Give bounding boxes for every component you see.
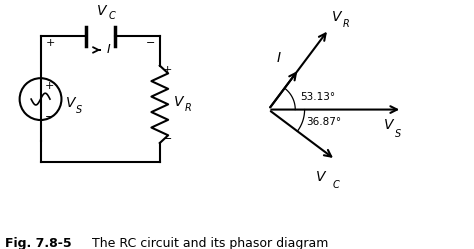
Text: $V$: $V$ — [64, 96, 77, 110]
Text: $I$: $I$ — [276, 51, 282, 65]
Text: $C$: $C$ — [109, 9, 117, 21]
Text: Fig. 7.8-5: Fig. 7.8-5 — [5, 237, 72, 249]
Text: 53.13°: 53.13° — [301, 92, 336, 102]
Text: $C$: $C$ — [332, 178, 341, 190]
Text: $R$: $R$ — [184, 102, 191, 114]
Text: $V$: $V$ — [173, 95, 186, 109]
Text: −: − — [163, 134, 172, 144]
Text: −: − — [45, 112, 54, 122]
Text: $I$: $I$ — [107, 43, 112, 56]
Text: −: − — [146, 38, 155, 49]
Text: $V$: $V$ — [96, 3, 109, 17]
Text: $V$: $V$ — [473, 166, 474, 180]
Text: 36.87°: 36.87° — [306, 117, 341, 127]
Text: The RC circuit and its phasor diagram: The RC circuit and its phasor diagram — [92, 237, 329, 249]
Text: $S$: $S$ — [394, 127, 402, 139]
Text: $V$: $V$ — [383, 118, 396, 131]
Text: $V$: $V$ — [331, 10, 344, 24]
Text: $R$: $R$ — [342, 17, 350, 29]
Text: +: + — [45, 80, 54, 90]
Text: +: + — [163, 64, 172, 75]
Text: +: + — [46, 38, 55, 49]
Text: $V$: $V$ — [315, 170, 328, 184]
Text: $S$: $S$ — [75, 103, 83, 115]
